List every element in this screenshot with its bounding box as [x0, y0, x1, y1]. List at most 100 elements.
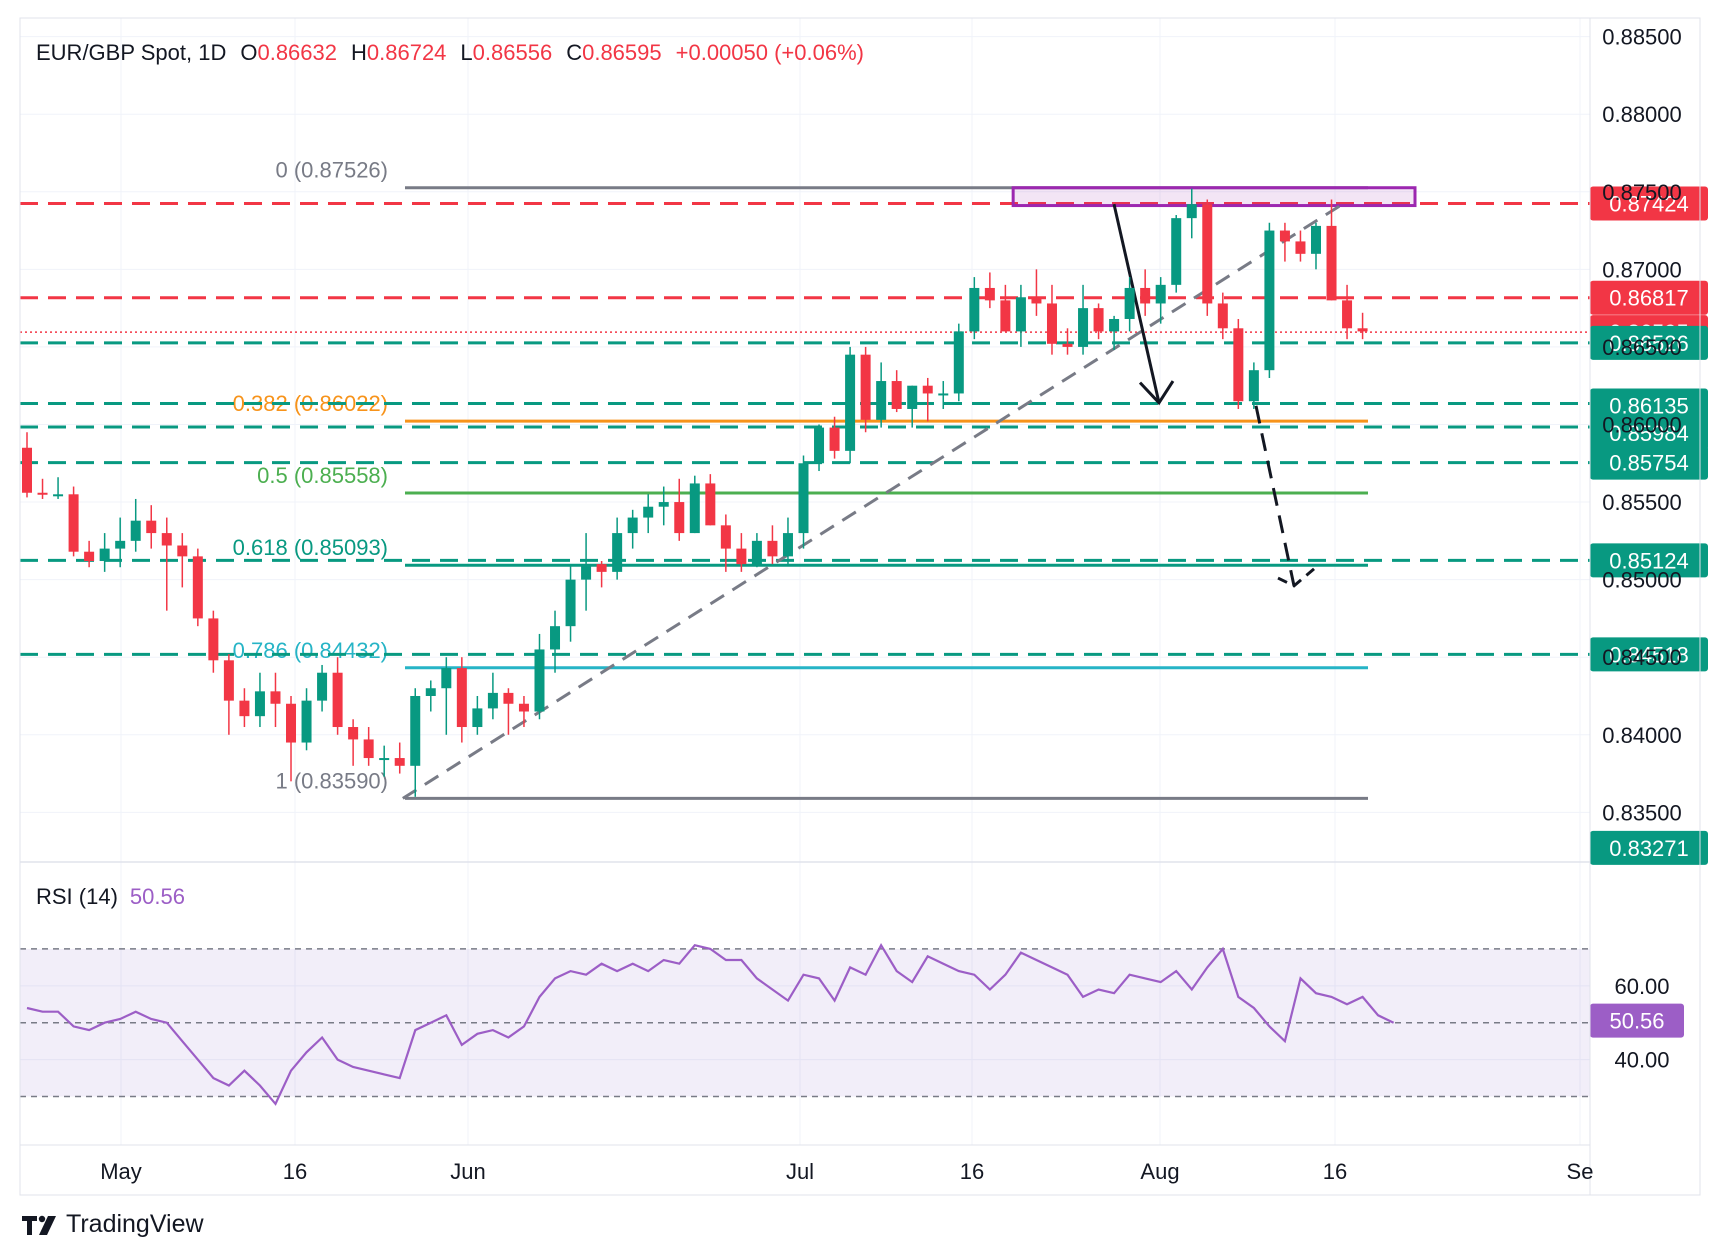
candle-body: [534, 649, 545, 712]
candle-body: [286, 703, 297, 743]
price-badge: [1590, 325, 1708, 360]
candle-body: [907, 385, 918, 409]
tradingview-logo-icon: [22, 1215, 56, 1235]
drawings[interactable]: [402, 186, 1417, 800]
price-badge: [1590, 415, 1708, 450]
candle-body: [394, 758, 405, 766]
candle-body: [767, 540, 778, 557]
candle-body: [1046, 303, 1057, 344]
candle-body: [1000, 300, 1011, 332]
price-badge-label: 0.86817: [1609, 286, 1689, 311]
candle-body: [550, 626, 561, 650]
candle-body: [596, 564, 607, 572]
candle-body: [425, 688, 436, 696]
candle-body: [363, 739, 374, 759]
candle-body: [1295, 241, 1306, 254]
candle-body: [1217, 303, 1228, 329]
price-tick-label: 0.84000: [1602, 723, 1682, 748]
candle-body: [705, 483, 716, 526]
chart-title: EUR/GBP Spot, 1D O0.86632 H0.86724 L0.86556…: [36, 40, 864, 65]
candle-body: [208, 618, 219, 661]
horizontal-levels[interactable]: 0.874240.868170.865950.865260.861350.859…: [20, 186, 1708, 865]
price-tick-label: 0.88000: [1602, 102, 1682, 127]
candle-body: [782, 533, 793, 557]
candle-body: [845, 354, 856, 451]
price-tick-label: 0.84500: [1602, 645, 1682, 670]
candle-body: [456, 668, 467, 728]
candle-body: [720, 525, 731, 549]
chart-frame: [19, 17, 1701, 1196]
candle-body: [689, 483, 700, 534]
candle-body: [1093, 308, 1104, 332]
candle-body: [146, 520, 157, 534]
candle-body: [270, 691, 281, 704]
price-badge-label: 0.84518: [1609, 642, 1689, 667]
candle-body: [1124, 287, 1135, 319]
candle-body: [441, 668, 452, 689]
down-arrow-line: [1112, 203, 1161, 404]
fib-level-label: 0 (0.87526): [275, 158, 388, 183]
tradingview-logo[interactable]: TradingView: [20, 1210, 204, 1239]
candle-body: [84, 551, 95, 562]
candle-body: [332, 672, 343, 728]
candle-body: [1155, 284, 1166, 304]
fib-level-label: 0.786 (0.84432): [233, 638, 388, 663]
candlesticks: [22, 188, 1368, 797]
candle-body: [1078, 308, 1089, 347]
time-tick-label: Se: [1567, 1159, 1594, 1184]
price-badge: [1590, 543, 1708, 578]
candle-body: [1357, 328, 1368, 332]
candle-body: [736, 548, 747, 565]
down-arrow-head: [1138, 380, 1175, 406]
candle-body: [1264, 230, 1275, 371]
price-badge-label: 0.85124: [1609, 548, 1689, 573]
rsi-line: [26, 942, 1395, 1106]
candle-body: [1310, 225, 1321, 254]
time-tick-label: Aug: [1140, 1159, 1179, 1184]
candle-body: [643, 506, 654, 518]
candle-body: [161, 533, 172, 546]
candle-body: [1031, 297, 1042, 304]
uptrend-line: [402, 201, 1346, 800]
candle-body: [472, 708, 483, 728]
price-badge-label: 0.87424: [1609, 192, 1689, 217]
candle-body: [984, 287, 995, 301]
price-tick-label: 0.87000: [1602, 257, 1682, 282]
time-tick-label: Jul: [786, 1159, 814, 1184]
candle-body: [239, 700, 250, 717]
candle-body: [1233, 328, 1244, 402]
time-tick-label: 16: [1323, 1159, 1347, 1184]
time-tick-label: 16: [283, 1159, 307, 1184]
candle-body: [581, 564, 592, 580]
price-badge: [1590, 830, 1708, 865]
time-tick-label: Jun: [450, 1159, 485, 1184]
price-badge: [1590, 388, 1708, 423]
candle-body: [922, 385, 933, 394]
candle-body: [1109, 318, 1120, 332]
resistance-zone-box: [1011, 186, 1417, 208]
candle-body: [953, 331, 964, 394]
candle-body: [99, 548, 110, 562]
price-tick-label: 0.85500: [1602, 490, 1682, 515]
candle-body: [37, 492, 48, 495]
fib-level-label: 0.5 (0.85558): [257, 463, 388, 488]
candle-body: [53, 494, 64, 497]
candle-body: [223, 660, 234, 701]
candle-body: [1202, 204, 1213, 304]
price-tick-label: 0.86500: [1602, 335, 1682, 360]
candle-body: [798, 463, 809, 534]
rsi-tick-label: 40.00: [1614, 1048, 1669, 1073]
candle-body: [68, 494, 79, 552]
price-tick-label: 0.88500: [1602, 25, 1682, 50]
candle-body: [938, 393, 949, 396]
price-badge: [1590, 637, 1708, 672]
candle-body: [658, 502, 669, 507]
candle-body: [254, 691, 265, 717]
price-badge: [1590, 186, 1708, 221]
axes: 0.88500 0.88000 0.87500 0.87000 0.86500 0.860…: [19, 17, 1701, 1196]
fib-level-label: 1 (0.83590): [275, 768, 388, 793]
candle-body: [1062, 343, 1073, 347]
candle-body: [1248, 370, 1259, 402]
candle-body: [487, 692, 498, 709]
